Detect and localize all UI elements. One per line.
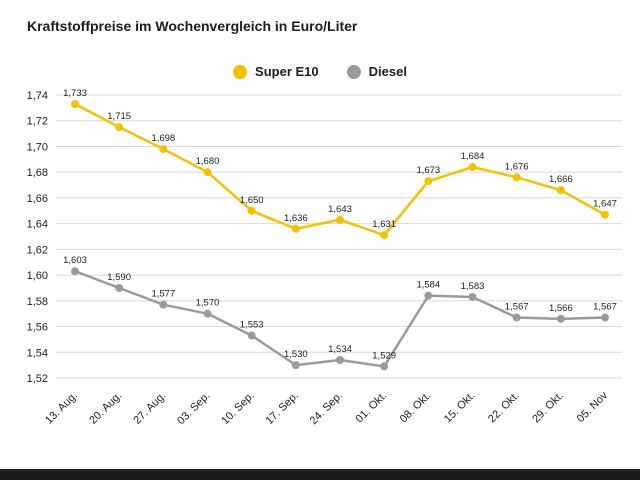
- data-point: [115, 123, 124, 132]
- y-tick-label: 1,52: [27, 373, 48, 385]
- data-point: [468, 292, 477, 301]
- data-point-label: 1,577: [151, 289, 175, 300]
- data-point-label: 1,530: [284, 349, 308, 360]
- data-point: [115, 283, 124, 292]
- data-point: [556, 186, 565, 195]
- y-tick-label: 1,60: [27, 270, 48, 282]
- data-point-label: 1,570: [196, 298, 220, 309]
- line-chart: 1,74 1,72 1,70 1,68 1,66 1,64 1,62 1,60 1,58 1,56…: [27, 88, 622, 427]
- data-point: [424, 291, 433, 300]
- x-tick-label: 01. Okt.: [354, 390, 390, 426]
- data-point-label: 1,584: [416, 280, 440, 291]
- y-tick-label: 1,62: [27, 244, 48, 256]
- y-tick-label: 1,70: [27, 141, 48, 153]
- data-point: [203, 309, 212, 318]
- data-point-label: 1,673: [416, 165, 440, 176]
- data-point: [159, 145, 168, 154]
- data-point-label: 1,650: [240, 195, 264, 206]
- data-point-label: 1,715: [107, 111, 131, 122]
- data-point: [291, 224, 300, 233]
- data-point: [512, 313, 521, 322]
- data-point-label: 1,647: [593, 199, 617, 210]
- data-point: [336, 355, 344, 364]
- data-point: [556, 314, 565, 323]
- x-tick-label: 29. Okt.: [530, 390, 566, 426]
- data-point-label: 1,698: [151, 133, 175, 144]
- data-point-label: 1,680: [196, 156, 220, 167]
- y-tick-label: 1,58: [27, 296, 48, 308]
- legend-item-diesel: Diesel: [346, 64, 407, 79]
- data-point: [291, 361, 300, 370]
- data-point: [468, 163, 477, 172]
- data-point-label: 1,733: [63, 88, 87, 99]
- legend-item-super-e10: Super E10: [233, 64, 319, 79]
- data-point: [380, 231, 389, 240]
- data-point: [601, 210, 609, 219]
- x-tick-label: 13. Aug.: [43, 390, 80, 427]
- data-point: [512, 173, 521, 182]
- data-point: [71, 267, 79, 276]
- data-point: [247, 331, 256, 340]
- data-point-label: 1,643: [328, 204, 352, 215]
- legend-label-diesel: Diesel: [368, 64, 407, 79]
- data-point-label: 1,636: [284, 213, 308, 224]
- super-e10-dot-icon: [233, 64, 248, 79]
- data-point-label: 1,529: [372, 350, 396, 361]
- x-tick-label: 08. Okt.: [398, 390, 434, 426]
- data-point: [601, 313, 609, 322]
- data-point-label: 1,566: [549, 303, 573, 314]
- x-tick-label: 22. Okt.: [486, 390, 522, 426]
- data-point: [380, 362, 389, 371]
- data-point-label: 1,590: [107, 272, 131, 283]
- x-tick-label: 27. Aug.: [131, 390, 168, 427]
- data-point: [424, 177, 433, 186]
- data-point-label: 1,553: [240, 320, 264, 331]
- y-tick-label: 1,74: [27, 90, 48, 102]
- data-point-label: 1,567: [593, 302, 617, 313]
- data-point: [336, 215, 344, 224]
- footer-bar: [0, 469, 640, 480]
- y-tick-label: 1,66: [27, 193, 48, 205]
- x-tick-label: 10. Sep.: [219, 390, 256, 427]
- y-tick-label: 1,64: [27, 219, 48, 231]
- data-point-label: 1,567: [505, 302, 529, 313]
- data-point: [71, 100, 79, 109]
- data-point-label: 1,583: [461, 281, 485, 292]
- x-tick-label: 24. Sep.: [308, 390, 345, 427]
- x-tick-label: 20. Aug.: [87, 390, 124, 427]
- data-point-label: 1,603: [63, 255, 87, 266]
- data-point-label: 1,534: [328, 344, 352, 355]
- y-tick-label: 1,72: [27, 116, 48, 128]
- x-tick-label: 05. Nov: [575, 389, 611, 425]
- diesel-dot-icon: [346, 64, 361, 79]
- chart-legend: Super E10 Diesel: [0, 64, 640, 79]
- data-point-label: 1,666: [549, 174, 573, 185]
- data-point: [247, 206, 256, 215]
- x-tick-label: 15. Okt.: [442, 390, 478, 426]
- x-tick-label: 03. Sep.: [175, 390, 212, 427]
- data-point: [159, 300, 168, 309]
- data-point: [203, 168, 212, 177]
- y-tick-label: 1,56: [27, 322, 48, 334]
- legend-label-super-e10: Super E10: [255, 64, 319, 79]
- page-title: Kraftstoffpreise im Wochenvergleich in E…: [27, 18, 358, 34]
- y-tick-label: 1,68: [27, 167, 48, 179]
- data-point-label: 1,676: [505, 161, 529, 172]
- x-tick-label: 17. Sep.: [263, 390, 300, 427]
- data-point-label: 1,684: [461, 151, 485, 162]
- data-point-label: 1,631: [372, 219, 396, 230]
- y-tick-label: 1,54: [27, 347, 48, 359]
